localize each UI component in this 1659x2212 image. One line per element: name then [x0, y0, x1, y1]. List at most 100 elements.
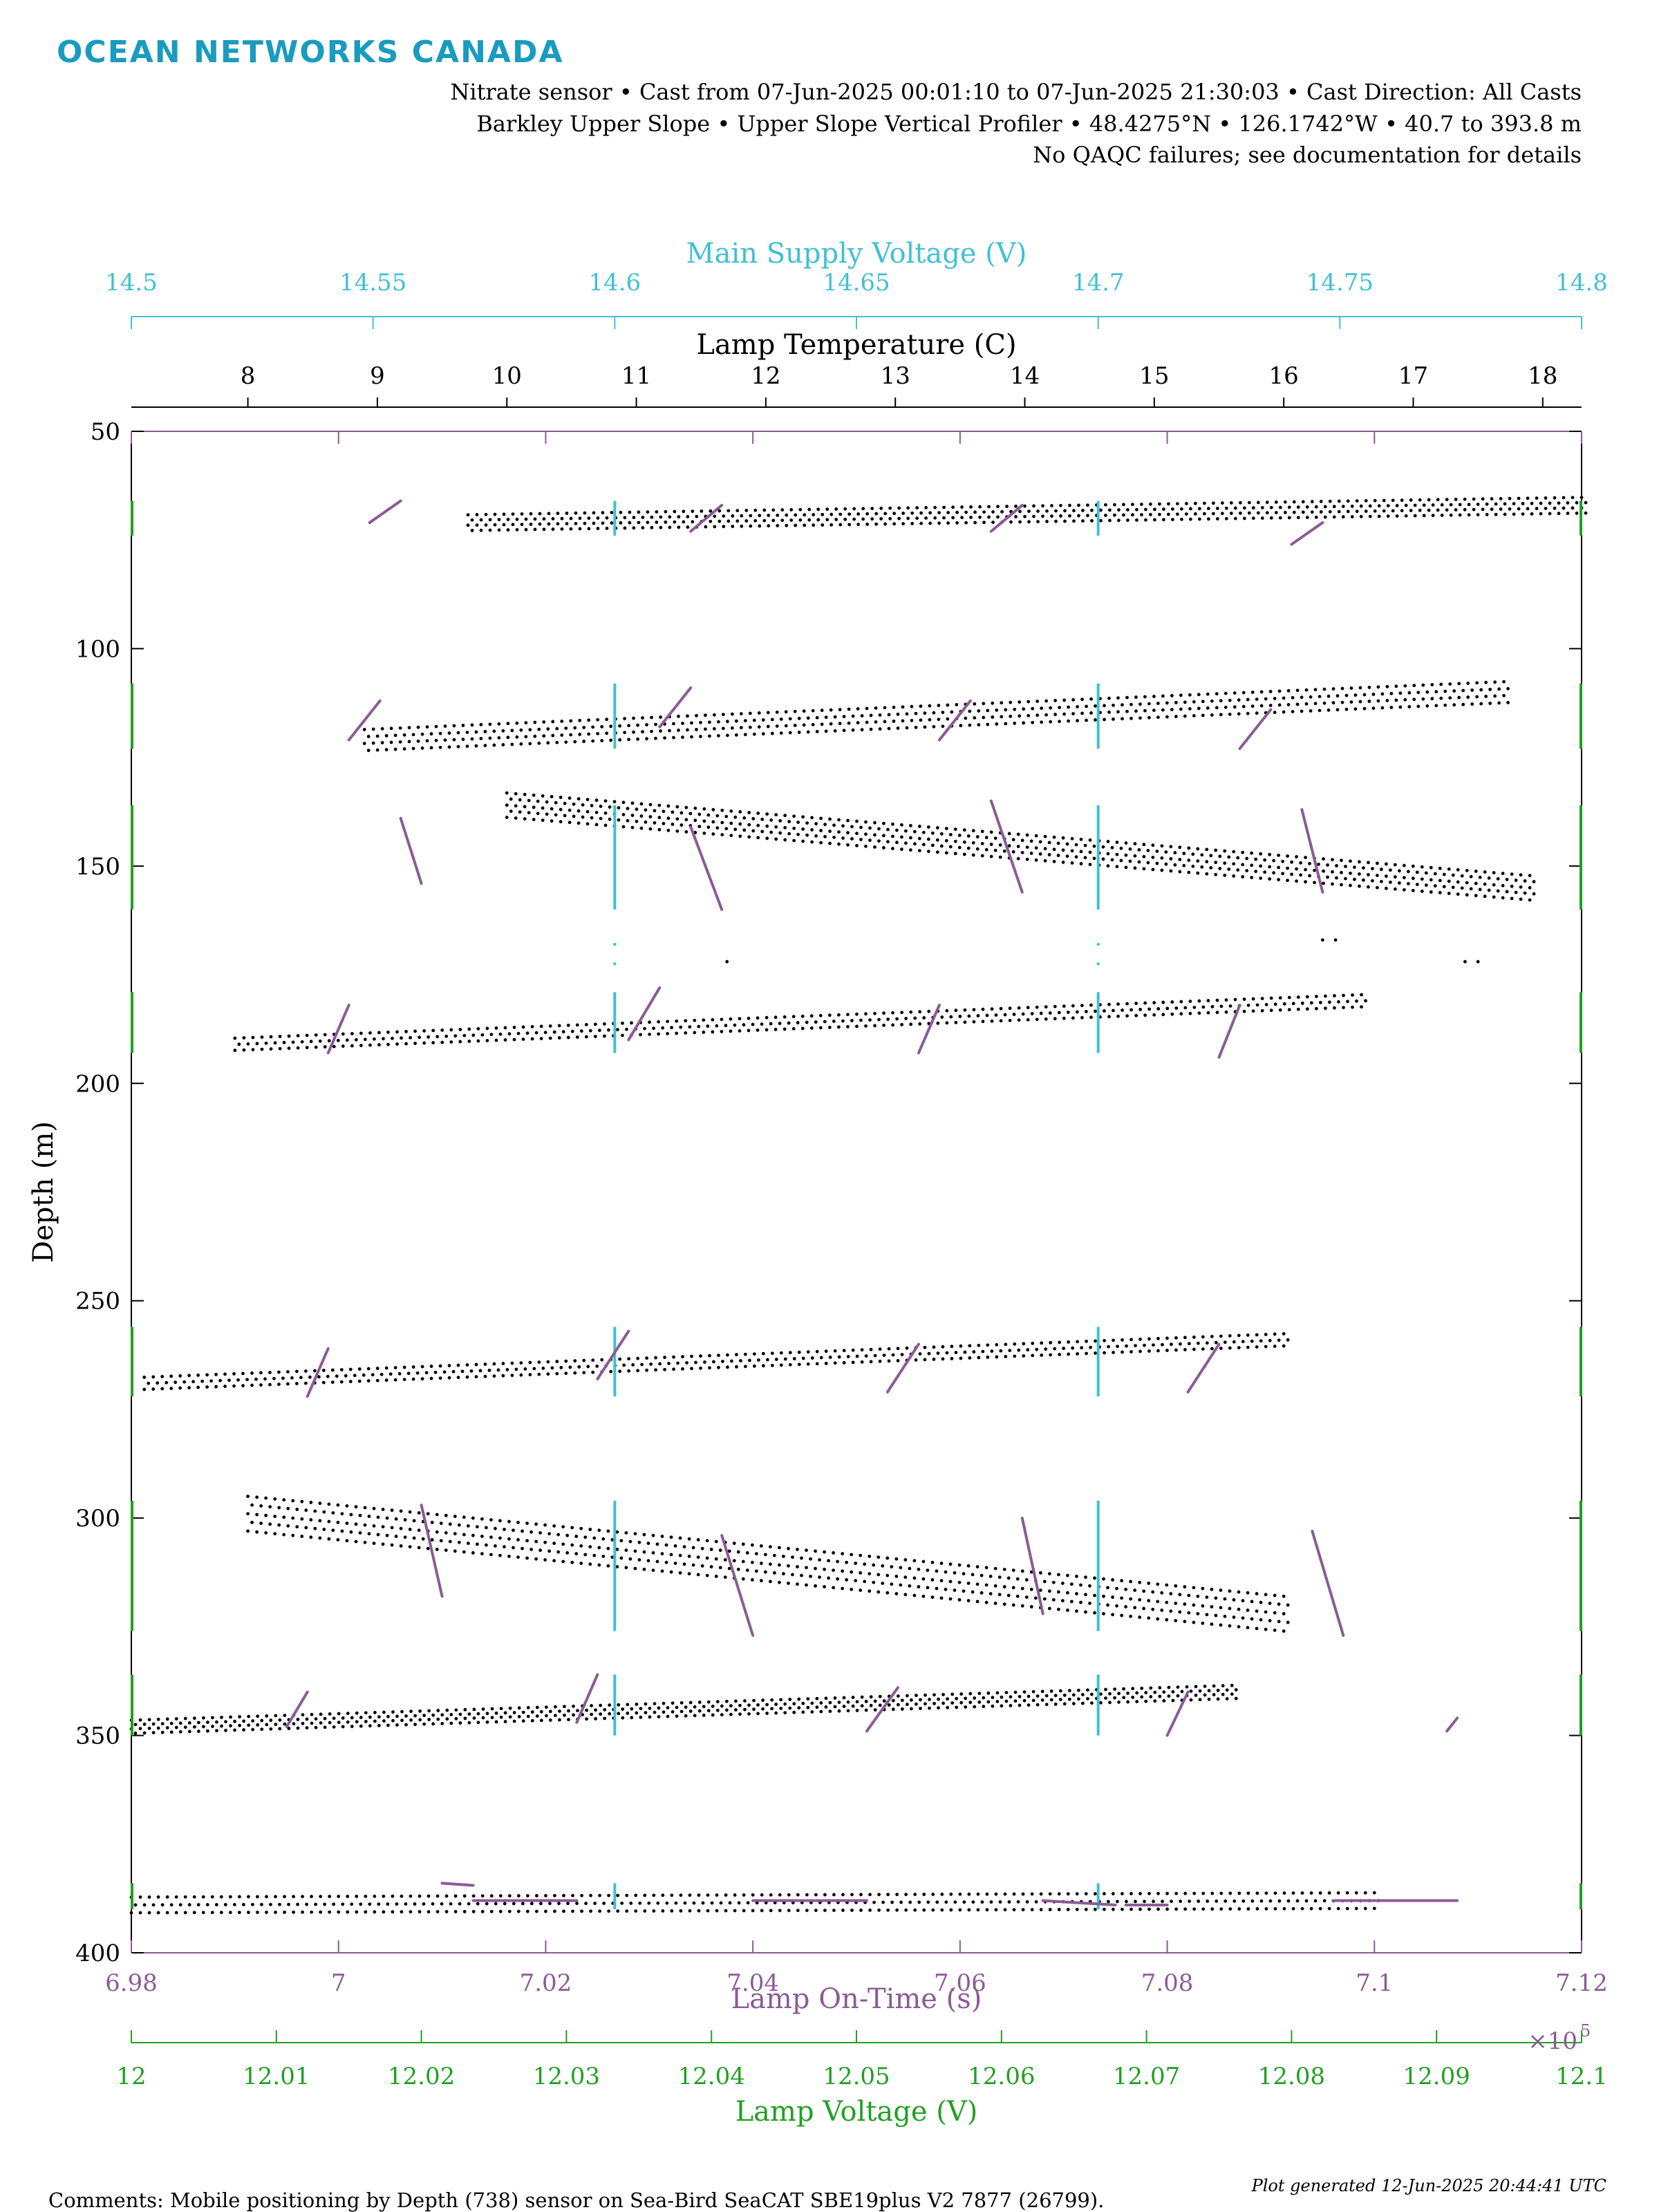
- temperature-point: [1223, 1340, 1227, 1344]
- temperature-point: [985, 1892, 989, 1896]
- temperature-point: [769, 818, 774, 822]
- temperature-point: [1206, 692, 1210, 696]
- temperature-point: [828, 841, 832, 845]
- temperature-point: [1286, 688, 1291, 693]
- temperature-point: [1060, 1582, 1065, 1585]
- temperature-point: [1020, 850, 1024, 854]
- temperature-point: [1353, 707, 1358, 711]
- temperature-point: [935, 1586, 939, 1591]
- temperature-point: [1427, 508, 1431, 512]
- temperature-point: [788, 1351, 792, 1355]
- temperature-point: [314, 1717, 318, 1721]
- temperature-point: [1184, 502, 1188, 505]
- temperature-point: [873, 1353, 877, 1358]
- temperature-point: [1174, 1619, 1178, 1622]
- temperature-point: [964, 1696, 968, 1700]
- temperature-point: [717, 1365, 720, 1369]
- temperature-point: [882, 1023, 885, 1027]
- temperature-point: [626, 1712, 630, 1715]
- temperature-point: [278, 1034, 282, 1038]
- temperature-point: [246, 1512, 250, 1516]
- temperature-point: [1072, 509, 1076, 513]
- temperature-point: [557, 1024, 561, 1028]
- temperature-point: [372, 1506, 376, 1510]
- temperature-point: [774, 1711, 778, 1715]
- temperature-point: [980, 830, 984, 834]
- temperature-point: [1102, 1612, 1105, 1615]
- temperature-point: [1505, 877, 1509, 881]
- temperature-point: [300, 1517, 304, 1521]
- temperature-point: [1062, 1702, 1067, 1706]
- temperature-point: [918, 1010, 922, 1014]
- temperature-point: [1071, 1693, 1076, 1697]
- temperature-point: [1179, 1000, 1183, 1004]
- temperature-point: [458, 1712, 462, 1716]
- temperature-point: [605, 718, 609, 722]
- temperature-point: [557, 1902, 561, 1906]
- temperature-point: [440, 1713, 444, 1717]
- temperature-point: [246, 1042, 250, 1046]
- ontime-stroke: [689, 503, 724, 533]
- temperature-point: [169, 1903, 174, 1907]
- temperature-point: [543, 1540, 547, 1544]
- temperature-point: [553, 1909, 556, 1913]
- temperature-point: [256, 1723, 260, 1727]
- temperature-point: [1169, 856, 1173, 861]
- temperature-point: [887, 1347, 891, 1351]
- temperature-point: [1215, 517, 1219, 521]
- temperature-point: [1138, 1007, 1143, 1011]
- temperature-point: [256, 1895, 259, 1899]
- temperature-point: [1147, 702, 1151, 706]
- temperature-point: [246, 1529, 250, 1533]
- temperature-point: [1250, 704, 1255, 708]
- temperature-point: [1273, 1611, 1277, 1615]
- temperature-point: [834, 518, 838, 521]
- temperature-point: [1133, 1606, 1137, 1610]
- temperature-point: [908, 1566, 912, 1571]
- lampv-tick-label: 12.05: [823, 2063, 890, 2090]
- temperature-point: [546, 741, 550, 745]
- temperature-point: [990, 1019, 994, 1023]
- temperature-point: [220, 1716, 223, 1719]
- temperature-point: [1071, 712, 1075, 715]
- temperature-point: [1201, 713, 1205, 718]
- temperature-point: [644, 1711, 648, 1715]
- temperature-point: [944, 827, 948, 830]
- temperature-point: [855, 1700, 859, 1704]
- temperature-point: [583, 521, 587, 525]
- temperature-point: [273, 1041, 277, 1045]
- temperature-point: [1039, 1908, 1043, 1911]
- temperature-point: [648, 1706, 652, 1710]
- temperature-point: [873, 833, 877, 837]
- temperature-point: [788, 717, 792, 721]
- temperature-point: [941, 1693, 945, 1696]
- temperature-point: [570, 1543, 574, 1547]
- temperature-point: [444, 1034, 449, 1038]
- temperature-point: [591, 1358, 595, 1362]
- temperature-point: [645, 1368, 648, 1372]
- temperature-point: [1075, 1575, 1078, 1578]
- temperature-point: [596, 718, 600, 722]
- temperature-point: [1277, 865, 1281, 870]
- temperature-point: [1313, 881, 1316, 885]
- temperature-point: [883, 706, 887, 710]
- temperature-point: [627, 1369, 631, 1373]
- temperature-point: [679, 1025, 683, 1029]
- temperature-point: [701, 1901, 705, 1905]
- temperature-point: [980, 1573, 984, 1577]
- temperature-point: [1188, 707, 1192, 711]
- temperature-point: [183, 1725, 187, 1730]
- temperature-point: [927, 1351, 931, 1356]
- temperature-point: [659, 525, 663, 529]
- temperature-point: [776, 524, 780, 527]
- temperature-point: [615, 1548, 619, 1551]
- temperature-point: [440, 1722, 444, 1725]
- temperature-point: [1212, 1693, 1216, 1697]
- temperature-point: [1420, 877, 1424, 881]
- temperature-point: [499, 1707, 503, 1711]
- temperature-point: [860, 714, 864, 718]
- temperature-point: [924, 1702, 927, 1706]
- temperature-point: [1424, 883, 1428, 887]
- temperature-point: [1382, 509, 1386, 513]
- temperature-point: [641, 716, 644, 720]
